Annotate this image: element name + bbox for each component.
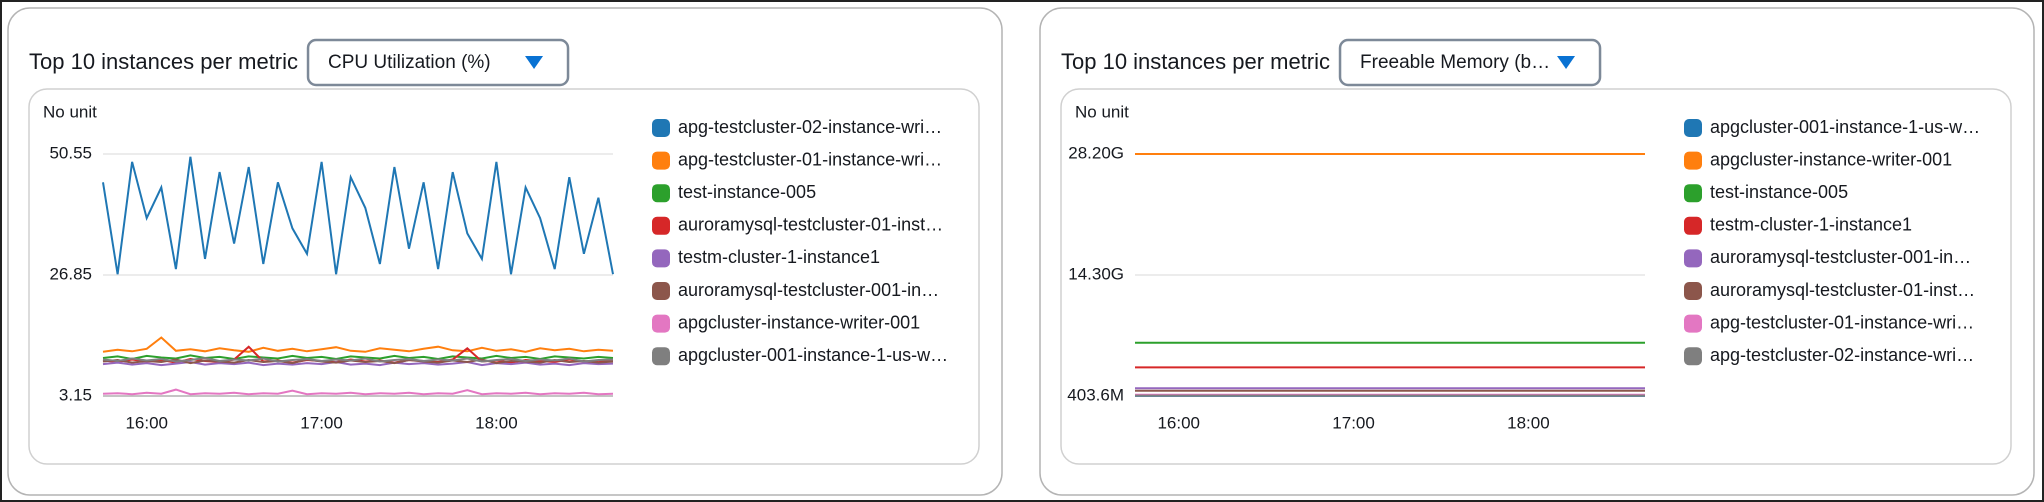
legend-label[interactable]: auroramysql-testcluster-001-in… xyxy=(1710,247,1971,267)
legend-swatch[interactable] xyxy=(652,314,670,333)
series-line xyxy=(102,356,614,363)
legend-label[interactable]: testm-cluster-1-instance1 xyxy=(1710,215,1912,235)
legend-swatch[interactable] xyxy=(1684,151,1702,170)
y-tick-label: 50.55 xyxy=(49,143,92,162)
metric-dropdown[interactable] xyxy=(1338,38,1602,87)
x-tick-label: 18:00 xyxy=(1507,413,1550,432)
chart-box xyxy=(28,88,980,465)
y-tick-label: 26.85 xyxy=(49,264,92,283)
legend-swatch[interactable] xyxy=(1684,119,1702,137)
dropdown-value[interactable]: Freeable Memory (b… xyxy=(1360,52,1550,73)
legend-swatch[interactable] xyxy=(1684,184,1702,203)
panel-title: Top 10 instances per metric xyxy=(1061,49,1330,74)
series-line xyxy=(102,336,614,353)
legend-label[interactable]: auroramysql-testcluster-001-in… xyxy=(678,280,939,300)
legend-label[interactable]: auroramysql-testcluster-01-inst… xyxy=(678,215,943,235)
y-tick-label: 14.30G xyxy=(1068,265,1124,284)
dropdown-arrow[interactable] xyxy=(1557,56,1576,69)
x-tick-label: 16:00 xyxy=(1157,413,1200,432)
legend-swatch[interactable] xyxy=(652,216,670,235)
legend-swatch[interactable] xyxy=(1684,314,1702,333)
chart-box xyxy=(1060,88,2012,465)
y-tick-label: 403.6M xyxy=(1067,385,1124,404)
x-tick-label: 16:00 xyxy=(125,413,168,432)
legend-label[interactable]: apg-testcluster-01-instance-wri… xyxy=(678,149,942,169)
unit-label: No unit xyxy=(43,102,97,121)
legend-label[interactable]: test-instance-005 xyxy=(678,182,816,202)
legend-label[interactable]: apgcluster-001-instance-1-us-w… xyxy=(678,345,948,365)
legend-swatch[interactable] xyxy=(652,119,670,137)
y-tick-label: 3.15 xyxy=(59,385,92,404)
legend-swatch[interactable] xyxy=(652,282,670,300)
legend-label[interactable]: testm-cluster-1-instance1 xyxy=(678,247,880,267)
legend-swatch[interactable] xyxy=(1684,282,1702,300)
dropdown-value[interactable]: CPU Utilization (%) xyxy=(328,52,491,73)
legend-label[interactable]: apgcluster-instance-writer-001 xyxy=(1710,149,1952,169)
legend-label[interactable]: apgcluster-instance-writer-001 xyxy=(678,312,920,332)
legend-swatch[interactable] xyxy=(1684,216,1702,235)
unit-label: No unit xyxy=(1075,102,1129,121)
series-line xyxy=(102,388,614,396)
series-line xyxy=(102,354,614,361)
legend-label[interactable]: apg-testcluster-02-instance-wri… xyxy=(678,117,942,137)
metric-dropdown[interactable] xyxy=(306,38,570,87)
x-tick-label: 17:00 xyxy=(1332,413,1375,432)
legend-label[interactable]: test-instance-005 xyxy=(1710,182,1848,202)
series-line xyxy=(102,156,614,275)
legend-swatch[interactable] xyxy=(1684,249,1702,268)
legend-swatch[interactable] xyxy=(652,151,670,170)
legend-label[interactable]: apg-testcluster-02-instance-wri… xyxy=(1710,345,1974,365)
x-tick-label: 17:00 xyxy=(300,413,343,432)
legend-swatch[interactable] xyxy=(1684,347,1702,366)
legend-label[interactable]: auroramysql-testcluster-01-inst… xyxy=(1710,280,1975,300)
legend-label[interactable]: apgcluster-001-instance-1-us-w… xyxy=(1710,117,1980,137)
panel-title: Top 10 instances per metric xyxy=(29,49,298,74)
legend-swatch[interactable] xyxy=(652,184,670,203)
legend-swatch[interactable] xyxy=(652,249,670,268)
legend-swatch[interactable] xyxy=(652,347,670,366)
dropdown-arrow[interactable] xyxy=(525,56,544,69)
x-tick-label: 18:00 xyxy=(475,413,518,432)
legend-label[interactable]: apg-testcluster-01-instance-wri… xyxy=(1710,312,1974,332)
y-tick-label: 28.20G xyxy=(1068,143,1124,162)
